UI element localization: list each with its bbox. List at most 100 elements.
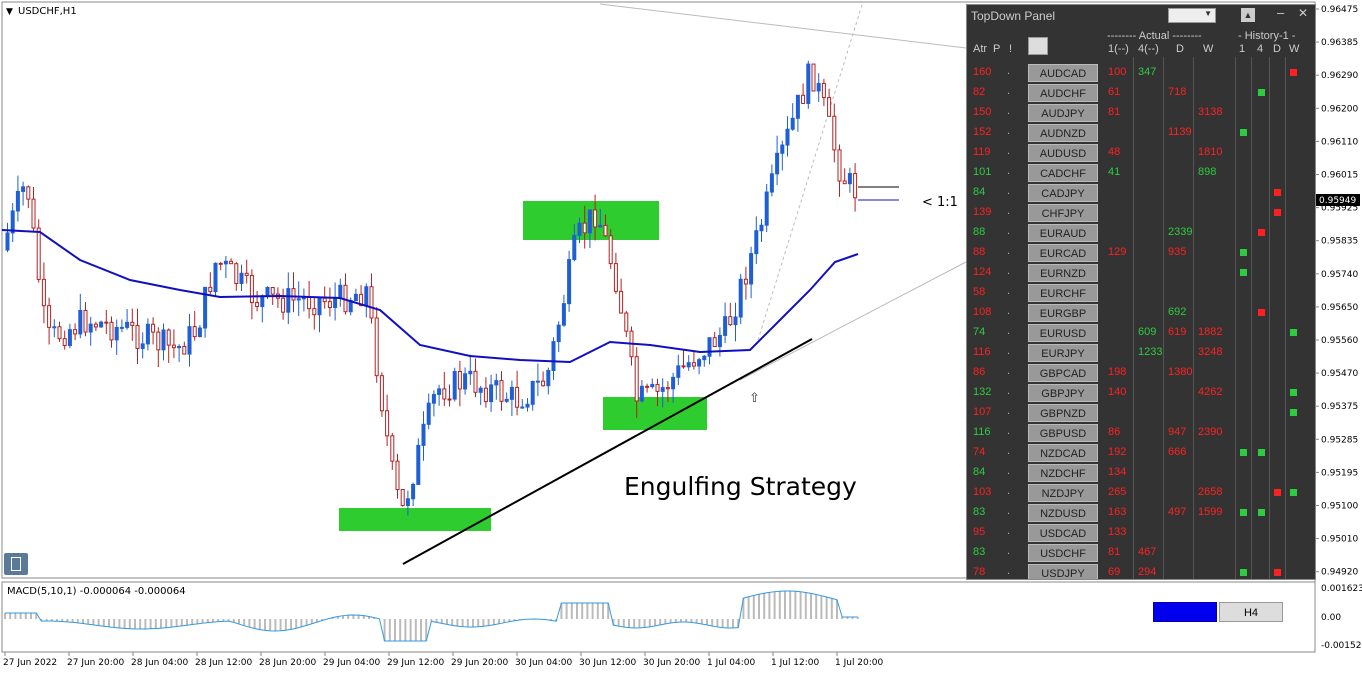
close-icon[interactable]: ✕ <box>1298 6 1309 20</box>
candle-body <box>598 224 603 228</box>
candle-body <box>26 186 31 200</box>
symbol-button[interactable]: CHFJPY <box>1028 204 1098 222</box>
symbol-button[interactable]: EURUSD <box>1028 324 1098 342</box>
macd-frame <box>1 581 1316 653</box>
symbol-button[interactable]: GBPNZD <box>1028 404 1098 422</box>
candle-body <box>541 380 546 387</box>
row-atr: 82 <box>973 86 986 98</box>
panel-row: 103. NZDJPY 265 2658 <box>967 482 1315 502</box>
timeframe-h4-button[interactable]: H4 <box>1219 602 1283 622</box>
row-atr: 103 <box>973 486 992 498</box>
row-dot: . <box>1007 505 1011 517</box>
symbol-button[interactable]: GBPUSD <box>1028 424 1098 442</box>
symbol-button[interactable]: EURAUD <box>1028 224 1098 242</box>
row-atr: 139 <box>973 206 992 218</box>
symbol-button[interactable]: GBPCAD <box>1028 364 1098 382</box>
symbol-button[interactable]: CADCHF <box>1028 164 1098 182</box>
trendline-gray-bottom[interactable] <box>739 261 967 381</box>
symbol-button[interactable]: EURGBP <box>1028 304 1098 322</box>
candle-body <box>697 359 702 367</box>
row-actual-w: 2658 <box>1198 486 1223 498</box>
trendline-gray-top[interactable] <box>599 3 967 49</box>
row-actual-w: 4262 <box>1198 386 1223 398</box>
row-actual-h1: 48 <box>1108 146 1121 158</box>
candle-body <box>795 94 800 119</box>
row-actual-h1: 81 <box>1108 546 1121 558</box>
candle-body <box>712 337 717 348</box>
panel-row: 95. USDCAD 133 <box>967 522 1315 542</box>
row-atr: 88 <box>973 246 986 258</box>
candle-body <box>437 388 442 395</box>
symbol-button[interactable]: AUDCAD <box>1028 64 1098 82</box>
symbol-button[interactable]: CADJPY <box>1028 184 1098 202</box>
candle-body <box>234 263 239 285</box>
symbol-button[interactable]: NZDJPY <box>1028 484 1098 502</box>
col-bang: ! <box>1009 43 1013 55</box>
trendline-dashed[interactable] <box>757 4 863 341</box>
panel-dropdown[interactable]: ▼ <box>1168 8 1216 23</box>
symbol-button[interactable]: AUDCHF <box>1028 84 1098 102</box>
panel-header-button[interactable] <box>1028 37 1048 55</box>
symbol-button[interactable]: EURCAD <box>1028 244 1098 262</box>
price-tick-label: 0.95195 <box>1321 468 1358 478</box>
symbol-button[interactable]: NZDUSD <box>1028 504 1098 522</box>
symbol-button[interactable]: GBPJPY <box>1028 384 1098 402</box>
candle-body <box>197 327 202 338</box>
col-d: D <box>1176 43 1184 55</box>
row-actual-w: 3248 <box>1198 346 1223 358</box>
candle-body <box>218 262 223 265</box>
panel-row: 74. NZDCAD 192 666 <box>967 442 1315 462</box>
candle-body <box>837 149 842 182</box>
row-actual-d: 718 <box>1168 86 1187 98</box>
calculator-icon[interactable] <box>4 553 28 575</box>
scroll-up-icon[interactable]: ▲ <box>1241 8 1255 22</box>
row-actual-h1: 163 <box>1108 506 1127 518</box>
candle-body <box>743 278 748 285</box>
symbol-button[interactable]: USDJPY <box>1028 564 1098 579</box>
candle-body <box>374 317 379 377</box>
symbol-button[interactable]: EURJPY <box>1028 344 1098 362</box>
time-tick-label: 29 Jun 20:00 <box>451 658 508 668</box>
candle-body <box>166 329 171 346</box>
candle-body <box>520 406 525 409</box>
row-actual-h4: 1233 <box>1138 346 1163 358</box>
row-actual-w: 898 <box>1198 166 1217 178</box>
row-actual-h1: 61 <box>1108 86 1121 98</box>
symbol-button[interactable]: USDCHF <box>1028 544 1098 562</box>
symbol-button[interactable]: AUDJPY <box>1028 104 1098 122</box>
candle-body <box>650 383 655 388</box>
row-atr: 74 <box>973 446 986 458</box>
symbol-button[interactable]: AUDUSD <box>1028 144 1098 162</box>
history-marker <box>1290 489 1297 496</box>
trendline-black[interactable] <box>402 338 813 565</box>
time-tick-label: 1 Jul 12:00 <box>771 658 820 668</box>
candle-body <box>5 232 10 251</box>
row-actual-h1: 192 <box>1108 446 1127 458</box>
row-atr: 119 <box>973 146 991 158</box>
symbol-button[interactable]: EURNZD <box>1028 264 1098 282</box>
timeframe-h1-button[interactable]: H1 <box>1153 602 1217 622</box>
row-dot: . <box>1007 245 1011 257</box>
candle-body <box>577 222 582 236</box>
price-axis: 0.96475 0.96385 0.96290 0.96200 0.96110 0.960… <box>1315 5 1358 578</box>
symbol-button[interactable]: NZDCHF <box>1028 464 1098 482</box>
candle-body <box>327 301 332 309</box>
row-actual-h1: 134 <box>1108 466 1127 478</box>
row-atr: 132 <box>973 386 992 398</box>
row-dot: . <box>1007 225 1011 237</box>
candle-body <box>21 186 26 192</box>
price-tick-label: 0.95100 <box>1321 502 1358 512</box>
symbol-button[interactable]: USDCAD <box>1028 524 1098 542</box>
symbol-button[interactable]: AUDNZD <box>1028 124 1098 142</box>
symbol-button[interactable]: NZDCAD <box>1028 444 1098 462</box>
history-marker <box>1274 569 1281 576</box>
minimize-icon[interactable]: – <box>1277 5 1285 20</box>
candle-body <box>41 278 46 307</box>
candle-body <box>114 326 119 341</box>
row-actual-h1: 129 <box>1108 246 1127 258</box>
candle-body <box>691 362 696 367</box>
row-dot: . <box>1007 365 1011 377</box>
candle-body <box>307 296 312 310</box>
symbol-dropdown-icon[interactable]: ▼ <box>6 7 13 17</box>
symbol-button[interactable]: EURCHF <box>1028 284 1098 302</box>
